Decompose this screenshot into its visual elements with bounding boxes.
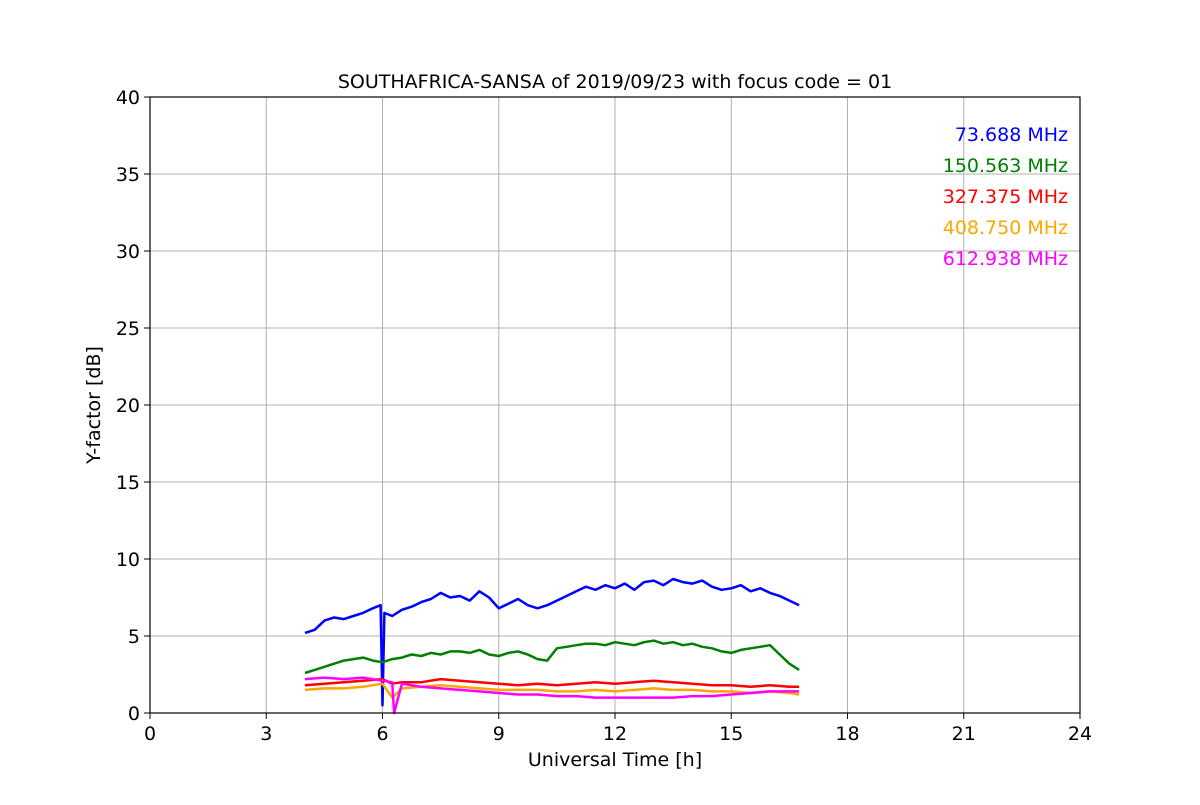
y-tick-label: 35 [116, 164, 140, 186]
x-tick-label: 18 [835, 723, 859, 745]
y-tick-label: 10 [116, 549, 140, 571]
y-axis-ticks: 0 5 10 15 20 25 30 35 40 [116, 87, 150, 725]
grid-lines [149, 96, 1081, 714]
x-axis-ticks: 0 3 6 9 12 15 18 21 24 [144, 713, 1092, 745]
x-tick-label: 12 [603, 723, 627, 745]
x-tick-label: 6 [376, 723, 388, 745]
y-tick-label: 30 [116, 241, 140, 263]
series-line-4 [304, 682, 800, 699]
x-tick-label: 3 [260, 723, 272, 745]
legend-entry-5: 612.938 MHz [943, 248, 1068, 270]
y-tick-label: 0 [128, 703, 140, 725]
x-axis-label: Universal Time [h] [528, 749, 702, 771]
y-tick-label: 40 [116, 87, 140, 109]
legend-entry-4: 408.750 MHz [943, 217, 1068, 239]
series-line-2 [304, 639, 800, 675]
y-tick-label: 25 [116, 318, 140, 340]
x-tick-label: 0 [144, 723, 156, 745]
series-layer [304, 577, 800, 715]
x-tick-label: 24 [1068, 723, 1092, 745]
legend-entry-3: 327.375 MHz [943, 186, 1068, 208]
legend-entry-2: 150.563 MHz [943, 155, 1068, 177]
y-tick-label: 20 [116, 395, 140, 417]
y-tick-label: 15 [116, 472, 140, 494]
legend-entry-1: 73.688 MHz [955, 124, 1068, 146]
series-line-1 [304, 577, 800, 707]
y-tick-label: 5 [128, 626, 140, 648]
y-axis-label: Y-factor [dB] [83, 346, 105, 465]
chart-title: SOUTHAFRICA-SANSA of 2019/09/23 with foc… [338, 71, 892, 93]
series-line-5 [304, 676, 800, 715]
x-tick-label: 9 [493, 723, 505, 745]
x-tick-label: 21 [952, 723, 976, 745]
x-tick-label: 15 [719, 723, 743, 745]
legend: 73.688 MHz 150.563 MHz 327.375 MHz 408.750 … [943, 124, 1068, 270]
